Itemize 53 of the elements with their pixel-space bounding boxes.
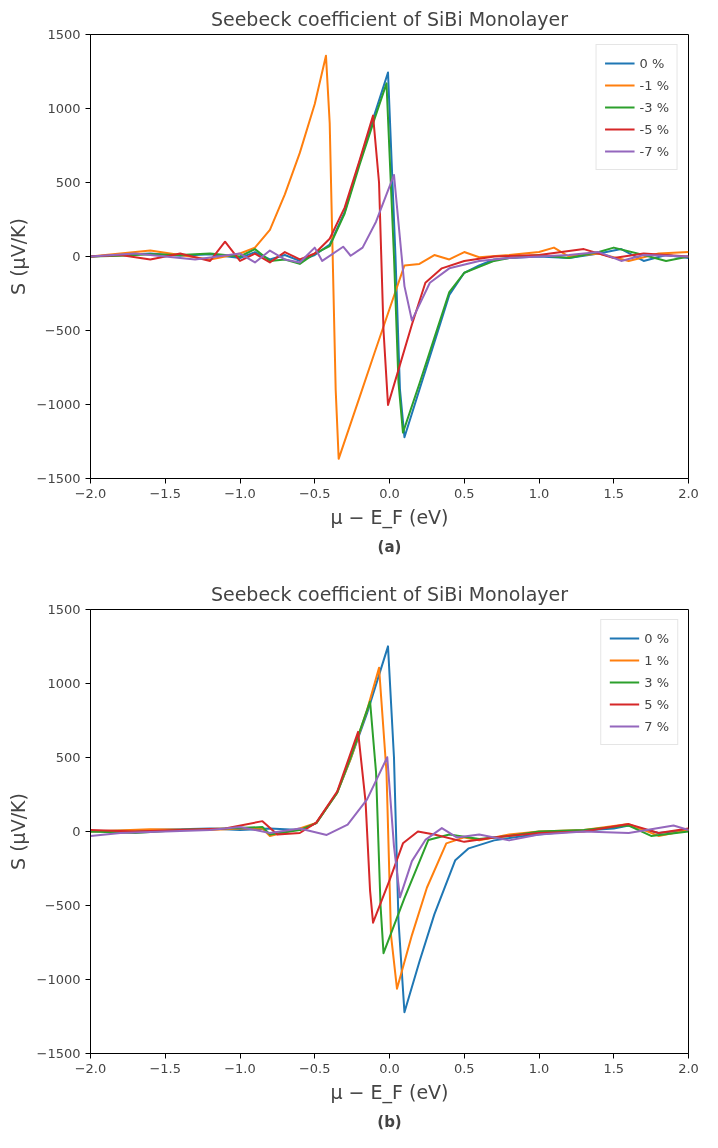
x-tick-label: 2.0 [678,1060,699,1076]
x-tick-label: −0.5 [298,485,331,501]
x-tick-label: 1.0 [528,485,550,501]
y-tick-label: −1000 [36,397,81,412]
y-axis-title: S (μV/K) [6,793,29,870]
legend-label: 0 % [639,55,665,71]
x-axis-title: μ − E_F (eV) [330,1080,449,1104]
y-tick-label: 0 [72,824,81,839]
y-tick-label: −1500 [36,1046,81,1061]
x-tick-label: 0.5 [453,485,475,501]
legend-label: 7 % [644,718,669,734]
chart-title: Seebeck coefficient of SiBi Monolayer [210,7,569,30]
y-tick-label: 1500 [47,602,81,617]
y-tick-label: −1500 [36,471,81,486]
x-tick-label: −0.5 [298,1060,331,1076]
line-series [90,730,689,924]
y-tick-label: 1000 [47,676,81,691]
x-tick-label: 0.0 [379,485,400,501]
x-tick-label: −2.0 [74,1060,107,1076]
x-tick-label: 1.5 [603,485,625,501]
x-tick-label: 2.0 [678,485,699,501]
y-tick-label: −500 [44,323,81,338]
y-tick-label: 1000 [47,101,81,116]
x-tick-label: −2.0 [74,485,107,501]
y-tick-label: 1500 [47,27,81,42]
legend-label: -1 % [639,77,669,93]
text: (b) [377,1112,402,1131]
y-tick-label: −500 [44,898,81,913]
x-tick-label: 1.5 [603,1060,625,1076]
y-tick-label: 500 [55,175,81,190]
y-axis-title: S (μV/K) [6,218,29,295]
x-tick-label: −1.0 [224,485,256,501]
x-axis-title: μ − E_F (eV) [330,505,449,529]
x-tick-label: 0.0 [379,1060,400,1076]
legend-label: -5 % [639,121,669,137]
legend-label: 5 % [644,696,669,712]
y-tick-label: −1000 [36,972,81,987]
line-series [90,173,689,322]
y-tick-label: 500 [55,750,81,765]
chart-title: Seebeck coefficient of SiBi Monolayer [210,582,569,605]
legend-label: -7 % [639,143,669,159]
legend-label: 1 % [644,652,669,668]
x-tick-label: −1.0 [224,1060,256,1076]
y-tick-label: 0 [72,249,81,264]
x-tick-label: 0.5 [453,1060,475,1076]
legend-label: 3 % [644,674,669,690]
x-tick-label: −1.5 [149,1060,182,1076]
text: (a) [377,537,402,556]
x-tick-label: 1.0 [528,1060,550,1076]
x-tick-label: −1.5 [149,485,182,501]
legend-label: -3 % [639,99,669,115]
line-series [90,756,689,899]
legend-label: 0 % [644,630,669,646]
